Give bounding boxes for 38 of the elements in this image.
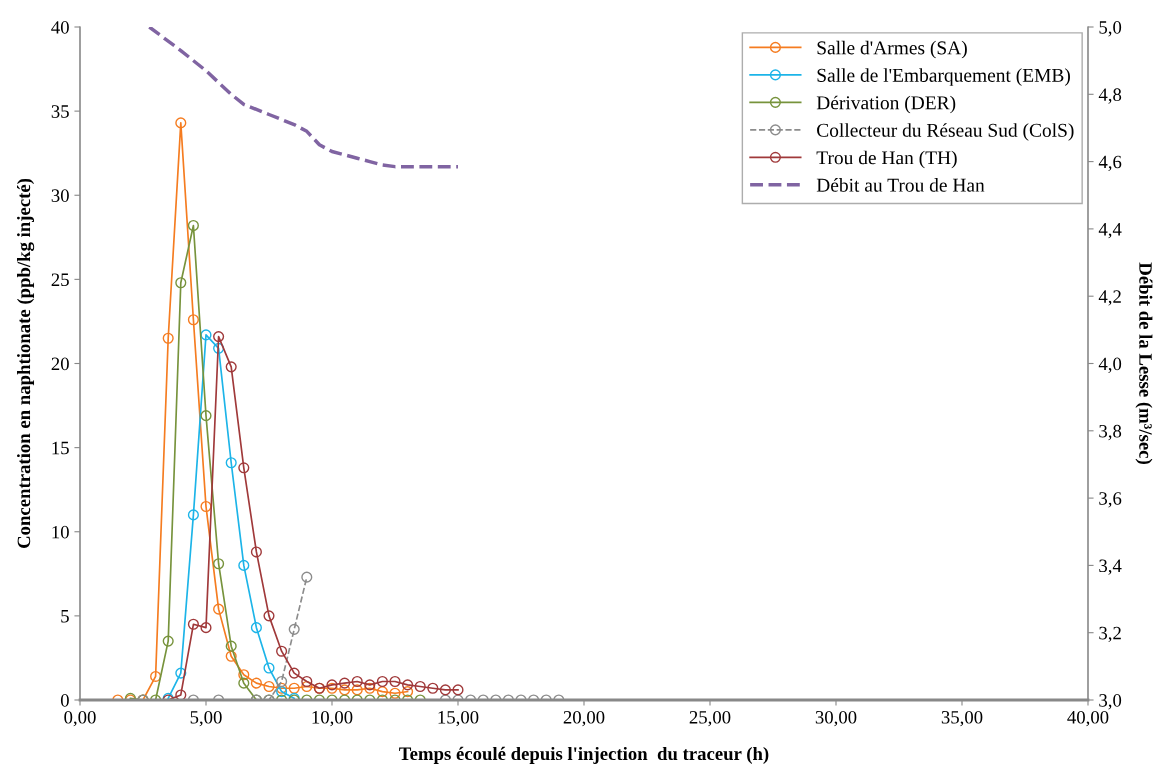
x-tick-label: 35,00 <box>941 710 983 727</box>
y-tick-label: 40 <box>51 21 69 34</box>
y2-axis-title: Débit de la Lesse (m³/sec) <box>1135 262 1153 464</box>
y2-tick-label: 3,2 <box>1099 626 1121 643</box>
legend-label: Trou de Han (TH) <box>816 150 957 169</box>
y-tick-label: 10 <box>52 525 69 539</box>
legend-label: Débit au Trou de Han <box>816 178 985 192</box>
legend-label: Salle de l'Embarquement (EMB) <box>817 68 1070 86</box>
legend-label: Collecteur du Réseau Sud (ColS) <box>817 123 1074 141</box>
x-tick-label: 0,00 <box>64 710 96 727</box>
x-tick-label: 40,00 <box>1067 710 1109 727</box>
legend-label: Salle d'Armes (SA) <box>817 40 967 59</box>
x-tick-label: 5,00 <box>190 710 222 727</box>
y2-tick-label: 3,0 <box>1099 694 1122 710</box>
y-tick-label: 15 <box>52 441 69 455</box>
x-tick-label: 25,00 <box>689 710 731 727</box>
y-tick-label: 20 <box>51 357 69 371</box>
y-axis-title: Concentration en naphtionate (ppb/kg injecté) <box>17 178 35 548</box>
y2-tick-label: 5,0 <box>1099 21 1122 37</box>
x-tick-label: 20,00 <box>563 710 605 727</box>
y-tick-label: 0 <box>60 694 69 707</box>
y-tick-label: 5 <box>61 610 69 623</box>
x-axis-title: Temps écoulé depuis l'injection du traceur (h) <box>399 746 769 764</box>
y-tick-label: 30 <box>51 189 69 202</box>
y2-tick-label: 3,6 <box>1099 492 1122 508</box>
x-tick-label: 15,00 <box>438 710 479 727</box>
y2-tick-label: 4,8 <box>1098 88 1122 104</box>
y-tick-label: 25 <box>51 273 69 287</box>
x-tick-label: 30,00 <box>815 710 857 727</box>
y2-tick-label: 4,2 <box>1098 290 1121 306</box>
y2-tick-label: 3,4 <box>1099 559 1122 575</box>
legend-label: Dérivation (DER) <box>816 95 956 114</box>
y2-tick-label: 4,0 <box>1098 357 1122 373</box>
y2-tick-label: 3,8 <box>1099 424 1122 441</box>
x-tick-label: 10,00 <box>312 710 353 727</box>
y-tick-label: 35 <box>51 105 69 118</box>
y2-tick-label: 4,6 <box>1098 155 1122 171</box>
y2-tick-label: 4,4 <box>1098 223 1122 239</box>
